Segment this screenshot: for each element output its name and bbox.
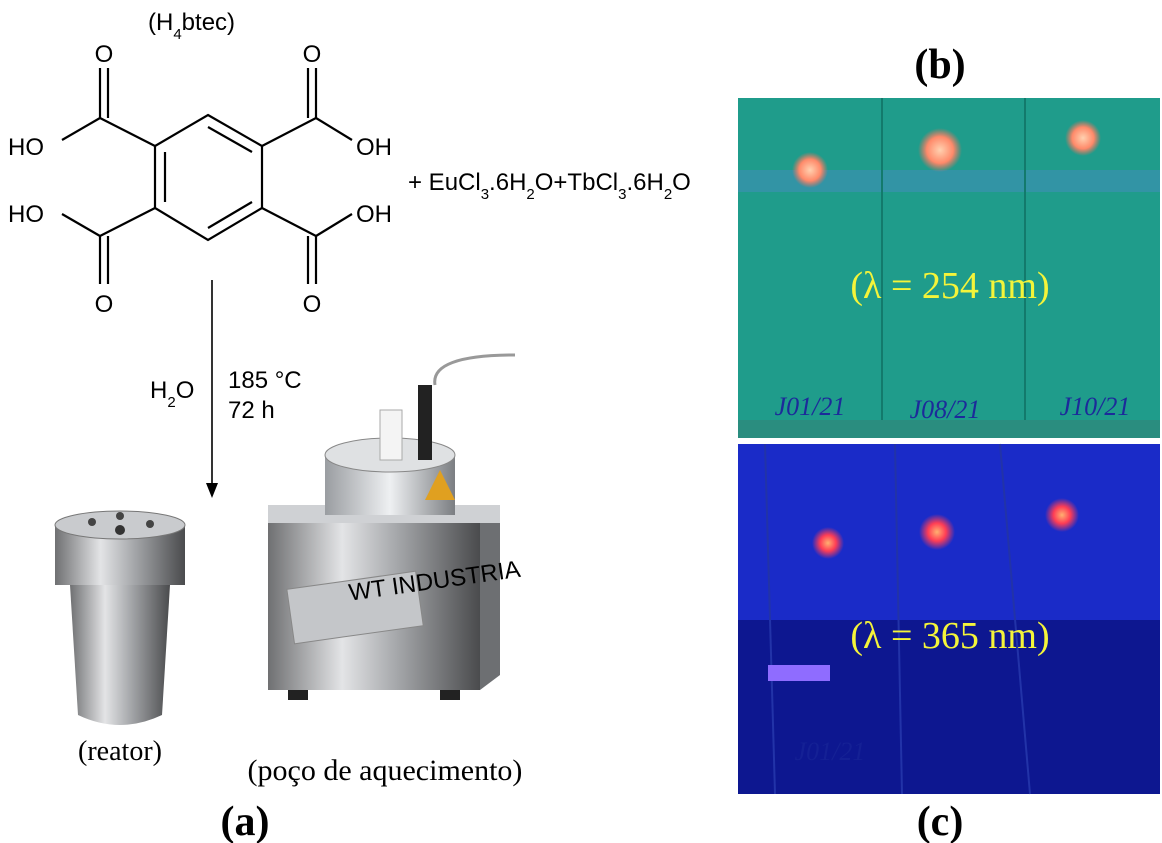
reactants: + EuCl3.6H2O+TbCl3.6H2O xyxy=(408,169,691,203)
subscript: 2 xyxy=(167,394,175,411)
atom-label: HO xyxy=(8,201,44,228)
time: 72 h xyxy=(228,397,275,424)
subscript: 2 xyxy=(664,186,672,203)
solvent: H2O xyxy=(150,377,194,411)
atom-label: HO xyxy=(8,134,44,161)
sample-label: J01/21 xyxy=(795,737,866,766)
text-segment: O+TbCl xyxy=(535,169,618,196)
heater-label: (poço de aquecimento) xyxy=(248,754,523,787)
text-segment: O xyxy=(176,377,195,404)
subscript: 2 xyxy=(526,186,534,203)
atom-label: OH xyxy=(356,201,392,228)
text-segment: H xyxy=(150,377,167,404)
carboxyl-bonds xyxy=(62,68,352,284)
reagent-label: (H4btec) xyxy=(148,9,235,43)
subscript: 3 xyxy=(618,186,626,203)
reactor-label: (reator) xyxy=(78,736,162,767)
heater-photo xyxy=(268,355,515,700)
excitation-label: (λ = 254 nm) xyxy=(850,265,1049,307)
atom-label: O xyxy=(303,291,322,318)
panel-label: (b) xyxy=(914,42,965,88)
text-segment: O xyxy=(672,169,691,196)
sample-label: J08/21 xyxy=(910,395,981,424)
panel-label: (c) xyxy=(917,799,964,843)
excitation-label: (λ = 365 nm) xyxy=(850,615,1049,657)
atom-label: O xyxy=(95,41,114,68)
temperature: 185 °C xyxy=(228,367,302,394)
text-segment: .6H xyxy=(626,169,663,196)
subscript: 3 xyxy=(481,186,489,203)
atom-label: O xyxy=(303,41,322,68)
text-segment: btec) xyxy=(182,9,235,36)
text-segment: + EuCl xyxy=(408,169,481,196)
arrow-head xyxy=(206,483,218,498)
reactor-photo xyxy=(55,511,185,725)
figure: (H4btec) O O HO OH HO OH O O + EuCl3.6H2… xyxy=(0,0,1162,843)
subscript: 4 xyxy=(173,26,181,43)
atom-label: OH xyxy=(356,134,392,161)
sample-label: J10/21 xyxy=(1060,392,1131,421)
sample-label: J01/21 xyxy=(775,392,846,421)
benzene-ring xyxy=(155,115,262,240)
text-segment: .6H xyxy=(489,169,526,196)
text-segment: (H xyxy=(148,9,173,36)
panel-label: (a) xyxy=(221,799,270,843)
atom-label: O xyxy=(95,291,114,318)
